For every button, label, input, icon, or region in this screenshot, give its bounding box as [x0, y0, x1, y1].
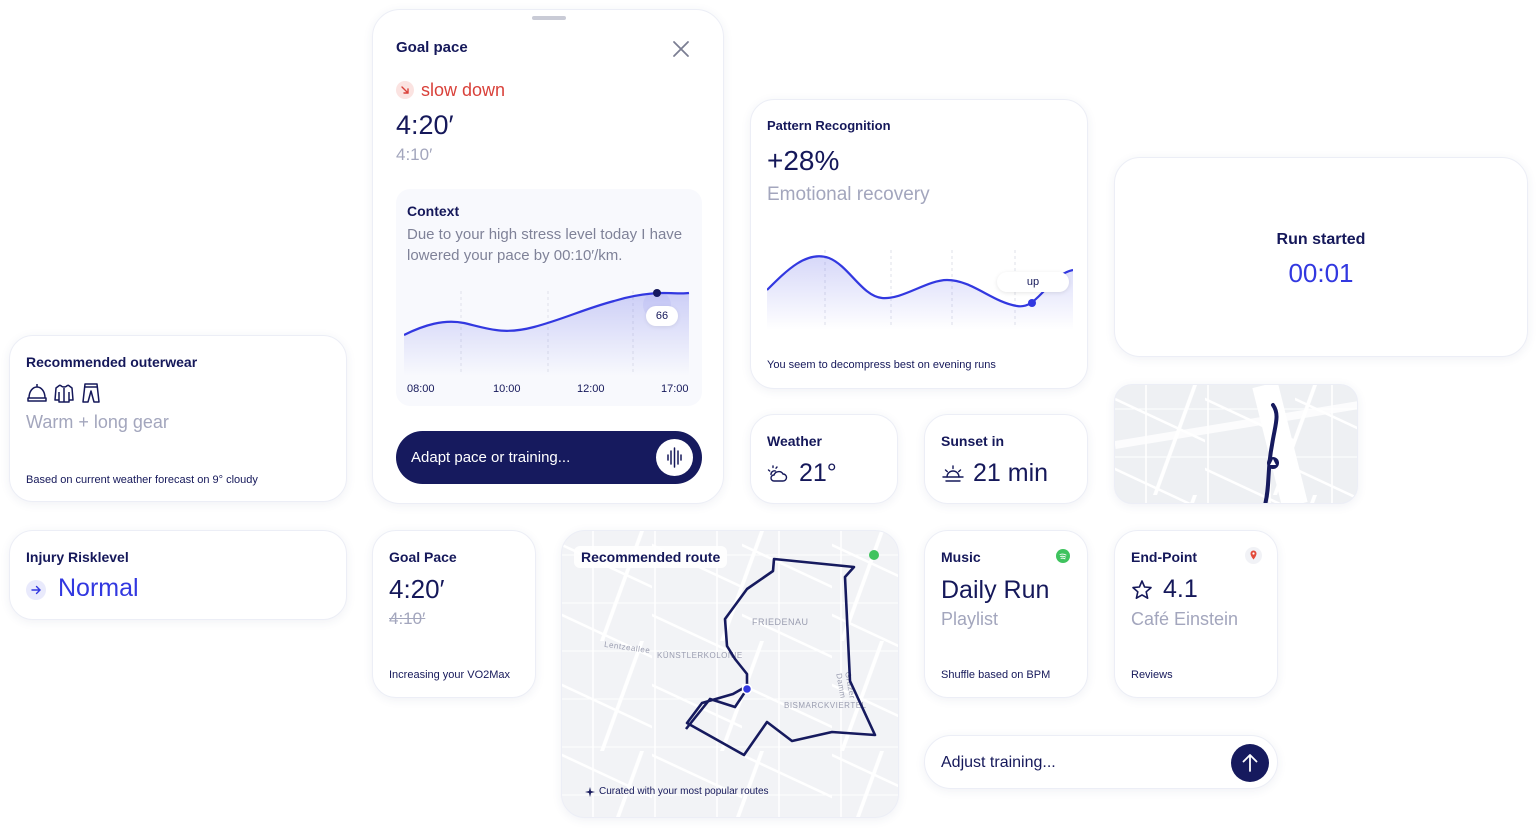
injury-risk-card[interactable]: Injury Risklevel Normal	[9, 530, 347, 620]
sunset-value: 21 min	[973, 459, 1049, 487]
endpoint-card[interactable]: End-Point 4.1 Café Einstein Reviews	[1114, 530, 1278, 698]
slow-down-icon	[396, 81, 414, 99]
trend-badge: up	[997, 272, 1069, 292]
pants-icon	[82, 383, 100, 403]
goal-card-old-value: 4:10′	[389, 609, 426, 628]
goal-card-title: Goal Pace	[389, 549, 457, 565]
close-icon[interactable]	[671, 39, 691, 59]
sunset-title: Sunset in	[941, 433, 1005, 449]
context-text: Due to your high stress level today I ha…	[407, 226, 683, 264]
pace-chart	[404, 289, 690, 376]
pattern-title: Pattern Recognition	[767, 118, 891, 133]
goal-card-value: 4:20′	[389, 574, 445, 604]
pattern-label: Emotional recovery	[767, 184, 930, 205]
endpoint-rating: 4.1	[1163, 575, 1198, 603]
navigation-route	[1115, 385, 1357, 503]
endpoint-title: End-Point	[1131, 549, 1198, 565]
spotify-icon	[1056, 549, 1070, 563]
route-path	[684, 550, 879, 757]
music-sub: Playlist	[941, 609, 999, 629]
goal-card-note: Increasing your VO2Max	[389, 669, 511, 681]
run-timer: 00:01	[1288, 258, 1354, 288]
map-district-label: FRIEDENAU	[752, 617, 809, 627]
weather-value: 21°	[799, 459, 837, 487]
endpoint-note: Reviews	[1131, 669, 1173, 681]
voice-input-button[interactable]	[656, 439, 693, 476]
music-title: Music	[941, 549, 981, 565]
pattern-value: +28%	[767, 145, 840, 176]
injury-title: Injury Risklevel	[26, 549, 129, 565]
pattern-note: You seem to decompress best on evening r…	[767, 359, 996, 371]
run-title: Run started	[1276, 231, 1366, 248]
outerwear-card[interactable]: Recommended outerwear Warm + long gear B…	[9, 335, 347, 502]
time-label: 12:00	[577, 383, 605, 395]
chart-value-badge: 66	[646, 306, 678, 326]
route-title: Recommended route	[574, 546, 728, 568]
previous-pace: 4:10′	[396, 145, 433, 164]
arrow-right-icon	[26, 580, 46, 600]
jacket-icon	[54, 384, 74, 403]
beanie-icon	[27, 384, 47, 402]
outerwear-title: Recommended outerwear	[26, 354, 198, 370]
time-label: 17:00	[661, 383, 689, 395]
goal-pace-card[interactable]: Goal Pace 4:20′ 4:10′ Increasing your VO…	[372, 530, 536, 698]
map-pin-icon	[1245, 547, 1262, 564]
context-panel: Context Due to your high stress level to…	[396, 189, 702, 406]
sheet-drag-handle[interactable]	[532, 16, 566, 20]
goal-pace-sheet: Goal pace slow down 4:20′ 4:10′ Context …	[372, 9, 724, 504]
music-note: Shuffle based on BPM	[941, 669, 1051, 681]
run-started-card[interactable]: Run started 00:01	[1114, 157, 1528, 357]
time-label: 10:00	[493, 383, 521, 395]
music-value: Daily Run	[941, 576, 1050, 604]
weather-title: Weather	[767, 433, 822, 449]
star-icon	[1132, 580, 1152, 599]
adjust-training-input[interactable]: Adjust training...	[924, 735, 1278, 789]
injury-value: Normal	[58, 574, 139, 602]
adapt-placeholder: Adapt pace or training...	[411, 449, 571, 466]
route-map-card[interactable]: FRIEDENAU Lentzeallee KÜNSTLERKOLONIE BI…	[561, 530, 899, 818]
waveform-icon	[667, 447, 682, 468]
map-district-label: KÜNSTLERKOLONIE	[657, 651, 743, 660]
navigation-map[interactable]	[1114, 384, 1358, 504]
map-district-label: BISMARCKVIERTEL	[784, 701, 867, 710]
route-note: Curated with your most popular routes	[599, 786, 769, 797]
adapt-pace-input[interactable]: Adapt pace or training...	[396, 431, 702, 484]
weather-card[interactable]: Weather 21°	[750, 414, 898, 504]
sunset-card[interactable]: Sunset in 21 min	[924, 414, 1088, 504]
partly-cloudy-icon	[767, 465, 788, 482]
pace-status: slow down	[421, 80, 506, 100]
send-button[interactable]	[1231, 744, 1269, 782]
context-title: Context	[407, 203, 460, 219]
outerwear-value: Warm + long gear	[26, 412, 169, 432]
outerwear-note: Based on current weather forecast on 9° …	[26, 474, 258, 486]
time-label: 08:00	[407, 383, 435, 395]
endpoint-place: Café Einstein	[1131, 609, 1239, 629]
pattern-card[interactable]: Pattern Recognition +28% Emotional recov…	[750, 99, 1088, 389]
music-card[interactable]: Music Daily Run Playlist Shuffle based o…	[924, 530, 1088, 698]
sheet-title: Goal pace	[396, 39, 468, 56]
current-pace: 4:20′	[396, 110, 454, 140]
arrow-up-icon	[1242, 754, 1258, 772]
sparkle-icon	[584, 785, 596, 797]
sunset-icon	[942, 465, 964, 482]
adjust-placeholder: Adjust training...	[941, 754, 1056, 771]
